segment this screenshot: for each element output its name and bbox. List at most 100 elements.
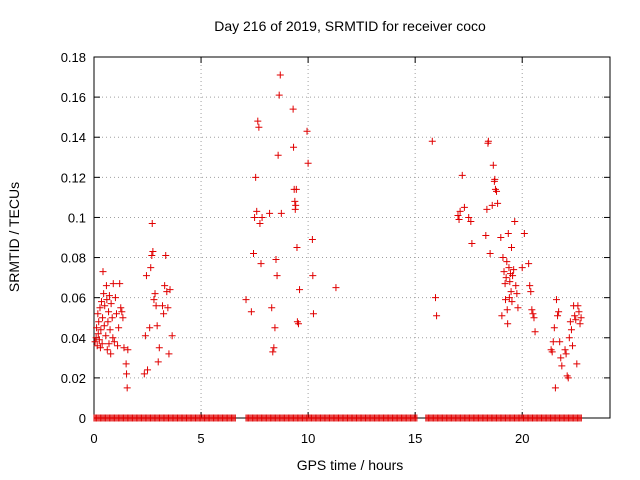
data-point bbox=[116, 280, 124, 288]
data-point bbox=[292, 201, 300, 209]
data-point bbox=[291, 197, 299, 205]
data-point bbox=[93, 324, 101, 332]
data-point bbox=[242, 296, 250, 304]
data-point bbox=[123, 384, 131, 392]
data-point bbox=[250, 250, 258, 258]
data-point bbox=[152, 302, 160, 310]
data-point bbox=[505, 294, 513, 302]
x-axis-label: GPS time / hours bbox=[297, 457, 404, 473]
data-point bbox=[489, 161, 497, 169]
data-point bbox=[277, 209, 285, 217]
y-tick-label: 0.14 bbox=[61, 130, 86, 145]
data-point bbox=[500, 268, 508, 276]
data-point bbox=[159, 302, 167, 310]
data-point bbox=[309, 310, 317, 318]
data-point bbox=[552, 296, 560, 304]
data-point bbox=[564, 374, 572, 382]
data-point bbox=[289, 105, 297, 113]
data-point bbox=[253, 207, 261, 215]
data-point bbox=[508, 244, 516, 252]
data-point bbox=[498, 312, 506, 320]
data-point bbox=[109, 334, 117, 342]
data-point bbox=[566, 318, 574, 326]
data-point bbox=[494, 199, 502, 207]
data-point bbox=[258, 213, 266, 221]
data-point bbox=[276, 71, 284, 79]
data-point bbox=[502, 274, 510, 282]
y-tick-label: 0.04 bbox=[61, 331, 86, 346]
x-tick-label: 10 bbox=[301, 431, 315, 446]
data-point bbox=[101, 302, 109, 310]
data-point bbox=[531, 328, 539, 336]
data-point bbox=[530, 314, 538, 322]
data-point bbox=[465, 213, 473, 221]
data-point bbox=[501, 280, 509, 288]
x-tick-label: 0 bbox=[90, 431, 97, 446]
y-tick-label: 0 bbox=[79, 411, 86, 426]
data-point bbox=[428, 137, 436, 145]
chart-title: Day 216 of 2019, SRMTID for receiver coc… bbox=[214, 18, 486, 34]
y-axis-label: SRMTID / TECUs bbox=[6, 182, 22, 292]
data-point bbox=[456, 207, 464, 215]
data-point bbox=[565, 334, 573, 342]
data-point bbox=[528, 306, 536, 314]
data-point bbox=[106, 326, 114, 334]
data-point bbox=[150, 296, 158, 304]
data-point bbox=[114, 342, 122, 350]
data-points bbox=[91, 71, 585, 392]
data-point bbox=[123, 370, 131, 378]
data-point bbox=[151, 290, 159, 298]
data-point bbox=[561, 346, 569, 354]
data-point bbox=[94, 310, 102, 318]
data-point bbox=[247, 308, 255, 316]
data-point bbox=[576, 320, 584, 328]
data-point bbox=[458, 171, 466, 179]
data-point bbox=[96, 344, 104, 352]
data-point bbox=[104, 318, 112, 326]
data-point bbox=[124, 346, 132, 354]
data-point bbox=[556, 338, 564, 346]
data-point bbox=[95, 336, 103, 344]
data-point bbox=[141, 332, 149, 340]
data-point bbox=[562, 350, 570, 358]
data-point bbox=[575, 308, 583, 316]
data-point bbox=[332, 284, 340, 292]
data-point bbox=[97, 298, 105, 306]
data-point bbox=[504, 229, 512, 237]
data-point bbox=[574, 302, 582, 310]
data-point bbox=[484, 137, 492, 145]
data-point bbox=[147, 264, 155, 272]
data-point bbox=[99, 268, 107, 276]
data-point bbox=[117, 304, 125, 312]
data-point bbox=[118, 308, 126, 316]
data-point bbox=[99, 314, 107, 322]
data-point bbox=[266, 209, 274, 217]
data-point bbox=[514, 304, 522, 312]
data-point bbox=[511, 217, 519, 225]
data-point bbox=[272, 256, 280, 264]
data-point bbox=[455, 215, 463, 223]
data-point bbox=[572, 316, 580, 324]
data-point bbox=[294, 320, 302, 328]
data-point bbox=[502, 296, 510, 304]
data-point bbox=[274, 151, 282, 159]
data-point bbox=[505, 264, 513, 272]
data-point bbox=[510, 266, 518, 274]
data-point bbox=[569, 342, 577, 350]
data-point bbox=[148, 252, 156, 260]
data-point bbox=[122, 360, 130, 368]
data-point bbox=[161, 282, 169, 290]
data-point bbox=[108, 314, 116, 322]
data-point bbox=[270, 344, 278, 352]
data-point bbox=[98, 340, 106, 348]
data-point bbox=[97, 326, 105, 334]
data-point bbox=[102, 282, 110, 290]
data-point bbox=[112, 310, 120, 318]
data-point bbox=[269, 348, 277, 356]
data-point bbox=[96, 304, 104, 312]
data-point bbox=[119, 314, 127, 322]
y-tick-label: 0.1 bbox=[68, 210, 86, 225]
x-tick-label: 20 bbox=[515, 431, 529, 446]
data-point bbox=[557, 354, 565, 362]
